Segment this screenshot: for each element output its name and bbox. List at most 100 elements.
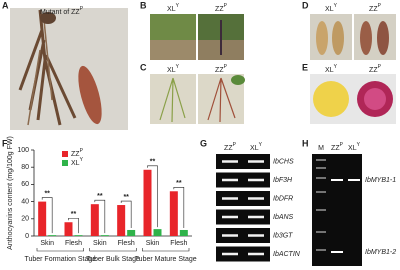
bar bbox=[48, 235, 57, 236]
y-tick-label: 40 bbox=[21, 198, 29, 205]
column-label-sup: P bbox=[224, 64, 228, 70]
gel-g bbox=[216, 154, 270, 262]
column-label-sup: Y bbox=[334, 3, 338, 9]
bar bbox=[179, 229, 188, 236]
panel-label: C bbox=[140, 62, 147, 72]
significance-bracket bbox=[120, 200, 132, 228]
column-label: XLY bbox=[325, 3, 338, 13]
gene-label: Ib3GT bbox=[273, 232, 293, 239]
bar bbox=[169, 191, 178, 236]
y-tick-label: 60 bbox=[21, 181, 29, 188]
significance: ** bbox=[123, 194, 129, 201]
legend-swatch bbox=[62, 160, 68, 166]
column-label: ZZP bbox=[369, 64, 382, 74]
panel-label: D bbox=[302, 0, 309, 10]
column-label-sup: Y bbox=[176, 3, 180, 9]
column-label-sup: P bbox=[378, 64, 382, 70]
y-axis-label: Anthocyanins content (mg/100g FW) bbox=[7, 136, 14, 250]
column-label: XLY bbox=[348, 142, 361, 152]
column-label-base: XL bbox=[250, 145, 259, 152]
band-label: IbMYB1-1 bbox=[365, 177, 396, 184]
gel-h bbox=[312, 154, 362, 266]
significance-bracket bbox=[147, 165, 158, 228]
gel-lane-strip bbox=[216, 191, 270, 206]
column-label-sup: P bbox=[233, 142, 237, 148]
y-tick-label: 20 bbox=[21, 216, 29, 223]
legend-label: ZZP bbox=[71, 148, 84, 158]
bar bbox=[74, 235, 83, 236]
column-label-base: ZZ bbox=[331, 145, 340, 152]
column-label: ZZP bbox=[369, 3, 382, 13]
legend-label-sup: P bbox=[80, 148, 84, 154]
column-label: M bbox=[318, 145, 324, 152]
column-label-base: ZZ bbox=[369, 67, 378, 74]
panel-label: G bbox=[200, 138, 207, 148]
column-label-sup: P bbox=[378, 3, 382, 9]
column-label-base: XL bbox=[325, 67, 334, 74]
band-label: IbMYB1-2 bbox=[365, 249, 396, 256]
legend-label-base: XL bbox=[71, 160, 80, 167]
column-label-base: XL bbox=[167, 6, 176, 13]
x-tick-label: Flesh bbox=[118, 240, 135, 247]
gene-label: IbCHS bbox=[273, 158, 294, 165]
gene-label: IbANS bbox=[273, 214, 294, 221]
x-tick-label: Flesh bbox=[65, 240, 82, 247]
column-label-sup: Y bbox=[357, 142, 361, 148]
x-tick-label: Skin bbox=[40, 240, 54, 247]
panel-label: A bbox=[2, 0, 9, 10]
column-label: ZZP bbox=[224, 142, 237, 152]
column-label: XLY bbox=[167, 64, 180, 74]
column-label: ZZP bbox=[215, 3, 228, 13]
gel-lane-strip bbox=[216, 246, 270, 262]
bar bbox=[127, 229, 136, 236]
panel-label: E bbox=[302, 62, 308, 72]
photo-c bbox=[150, 74, 245, 124]
group-label: Tuber Bulk Stage bbox=[86, 256, 140, 263]
group-bracket bbox=[142, 248, 190, 252]
bar bbox=[117, 205, 126, 236]
y-tick-label: 80 bbox=[21, 164, 29, 171]
group-bracket bbox=[36, 248, 84, 252]
bar bbox=[153, 229, 162, 236]
gene-label: IbDFR bbox=[273, 195, 293, 202]
gene-label: IbF3H bbox=[273, 177, 293, 184]
caption-sup: P bbox=[80, 6, 84, 12]
bar bbox=[143, 169, 152, 236]
column-label: XLY bbox=[325, 64, 338, 74]
panel-label: H bbox=[302, 138, 309, 148]
legend-swatch bbox=[62, 151, 68, 157]
gel-lane-strip bbox=[216, 228, 270, 243]
column-label-base: XL bbox=[167, 67, 176, 74]
y-tick-label: 100 bbox=[17, 147, 29, 154]
x-tick-label: Flesh bbox=[170, 240, 187, 247]
column-label-base: XL bbox=[325, 6, 334, 13]
gene-label: IbACTIN bbox=[273, 251, 301, 258]
legend-label-base: ZZ bbox=[71, 151, 80, 158]
significance-bracket bbox=[68, 217, 79, 234]
significance: ** bbox=[44, 190, 50, 197]
gel-lane-strip bbox=[216, 172, 270, 188]
x-tick-label: Skin bbox=[146, 240, 160, 247]
significance: ** bbox=[97, 193, 103, 200]
significance: ** bbox=[150, 159, 156, 166]
column-label: XLY bbox=[250, 142, 263, 152]
group-label: Tuber Mature Stage bbox=[135, 256, 197, 263]
bar bbox=[64, 222, 73, 236]
column-label: XLY bbox=[167, 3, 180, 13]
column-label-sup: P bbox=[340, 142, 344, 148]
column-label-base: ZZ bbox=[215, 67, 224, 74]
bar bbox=[100, 235, 109, 236]
photo-b bbox=[150, 14, 244, 60]
legend-label: XLY bbox=[71, 157, 84, 167]
caption-base: Mutant of ZZ bbox=[40, 9, 80, 16]
column-label-base: ZZ bbox=[215, 6, 224, 13]
column-label-base: ZZ bbox=[369, 6, 378, 13]
panel-label: B bbox=[140, 0, 147, 10]
group-label: Tuber Formation Stage bbox=[24, 256, 96, 263]
group-bracket bbox=[89, 248, 137, 252]
column-label: ZZP bbox=[215, 64, 228, 74]
significance: ** bbox=[71, 211, 77, 218]
photo-d bbox=[310, 14, 396, 60]
bar bbox=[38, 201, 47, 236]
